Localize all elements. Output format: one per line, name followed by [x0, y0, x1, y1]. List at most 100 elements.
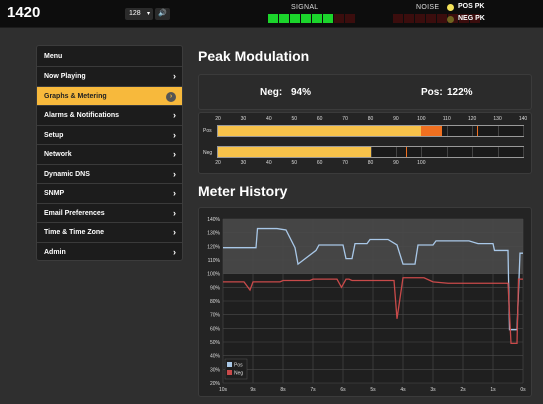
x-tick-label: 3s [430, 387, 436, 393]
menu-item-dynamic-dns[interactable]: Dynamic DNS › [37, 165, 182, 184]
x-tick-label: 1s [490, 387, 496, 393]
scale-tick-label: 90 [393, 116, 399, 122]
y-tick-label: 130% [207, 231, 220, 237]
scale-tick-label: 30 [240, 160, 247, 166]
x-tick-label: 5s [370, 387, 376, 393]
menu-item-label: Setup [44, 131, 64, 139]
meter-segment [437, 14, 447, 23]
menu-item-setup[interactable]: Setup › [37, 126, 182, 145]
menu-item-time-time-zone[interactable]: Time & Time Zone › [37, 223, 182, 243]
bar-fill [218, 147, 371, 157]
menu-item-network[interactable]: Network › [37, 145, 182, 165]
scale-tick-label: 80 [367, 160, 374, 166]
pos-peak-dot-icon [447, 4, 454, 11]
scale-tick-label: 30 [240, 116, 247, 122]
menu-item-label: SNMP [44, 190, 65, 197]
y-tick-label: 120% [207, 244, 220, 250]
y-tick-label: 30% [210, 367, 221, 373]
pos-label: Pos: [421, 87, 443, 98]
menu-item-label: Graphs & Metering [44, 92, 107, 100]
y-tick-label: 40% [210, 354, 221, 360]
bar-gridline [497, 147, 499, 157]
menu-item-label: Admin [44, 248, 66, 256]
menu-item-alarms-notifications[interactable]: Alarms & Notifications › [37, 106, 182, 126]
x-tick-label: 6s [340, 387, 346, 393]
menu-item-label: Time & Time Zone [44, 229, 105, 236]
bar-gridline [395, 147, 397, 157]
legend-label-pos: Pos [234, 363, 243, 369]
menu-item-graphs-metering[interactable]: Graphs & Metering › [37, 86, 182, 106]
menu-item-label: Network [44, 151, 72, 158]
neg-bar-label: Neg [203, 150, 213, 156]
scale-tick-label: 50 [291, 116, 298, 122]
side-menu: Menu Now Playing › Graphs & Metering › Alarm… [36, 45, 183, 261]
meter-segment [404, 14, 414, 23]
meter-segment [301, 14, 311, 23]
chevron-right-icon: › [173, 149, 176, 159]
bar-overmodulation [421, 126, 442, 136]
neg-value: 94% [291, 87, 312, 98]
y-tick-label: 20% [210, 381, 221, 387]
scale-tick-label: 120 [467, 116, 477, 122]
menu-item-label: Now Playing [44, 73, 86, 80]
scale-tick-label: 100 [417, 160, 426, 166]
scale-tick-label: 70 [342, 116, 348, 122]
menu-item-email-preferences[interactable]: Email Preferences › [37, 204, 182, 223]
meter-segment [426, 14, 436, 23]
speaker-icon: 🔊 [158, 10, 167, 17]
menu-item-label: Email Preferences [44, 209, 105, 217]
pos-value: 122% [447, 87, 473, 98]
scale-tick-label: 100 [417, 116, 426, 122]
meter-segment [345, 14, 355, 23]
legend-label-neg: Neg [234, 371, 243, 377]
bar-gridline [472, 126, 474, 136]
y-tick-label: 110% [208, 258, 221, 264]
volume-button[interactable]: 🔊 [155, 8, 170, 20]
chevron-right-icon: › [173, 188, 176, 198]
chevron-right-icon: › [166, 91, 176, 102]
scale-tick-label: 20 [215, 160, 221, 166]
y-tick-label: 70% [210, 313, 221, 319]
peak-modulation-title: Peak Modulation [198, 48, 310, 64]
y-tick-label: 140% [207, 217, 220, 223]
bar-fill [218, 126, 422, 136]
y-tick-label: 60% [210, 326, 221, 332]
scale-tick-label: 60 [316, 160, 323, 166]
menu-item-snmp[interactable]: SNMP › [37, 184, 182, 204]
chevron-right-icon: › [173, 168, 176, 179]
series-pos-line [223, 227, 523, 331]
scale-tick-label: 40 [266, 116, 272, 122]
bar-gridline [370, 147, 372, 157]
pos-bar-label: Pos [203, 128, 212, 134]
y-tick-label: 80% [210, 299, 221, 305]
bar-gridline [421, 147, 423, 157]
scale-tick-label: 70 [342, 160, 348, 166]
scale-tick-label: 60 [316, 116, 323, 122]
bar-gridline [497, 126, 499, 136]
bar-gridline [446, 126, 448, 136]
meter-history-title: Meter History [198, 183, 288, 199]
scale-tick-label: 90 [393, 160, 399, 166]
series-neg-line [223, 277, 523, 345]
y-tick-label: 90% [210, 285, 221, 291]
meter-segment [323, 14, 333, 23]
scale-tick-label: 40 [266, 160, 272, 166]
x-tick-label: 8s [280, 387, 286, 393]
x-tick-label: 10s [219, 387, 228, 393]
pos-peak-bar [217, 125, 524, 137]
x-tick-label: 2s [460, 387, 466, 393]
channel-select[interactable]: 128 ▾ [125, 8, 153, 20]
scale-tick-label: 20 [215, 116, 221, 122]
scale-tick-label: 80 [367, 116, 374, 122]
peak-bars-panel: Pos Neg 20 30 40 50 60 70 80 90 100 110 120 130 140 2… [198, 112, 532, 174]
legend-swatch-neg [227, 370, 232, 375]
scale-tick-label: 140 [518, 116, 528, 122]
scale-tick-label: 110 [442, 116, 451, 122]
menu-item-admin[interactable]: Admin › [37, 243, 182, 261]
menu-item-now-playing[interactable]: Now Playing › [37, 67, 182, 87]
top-bar: 1420 128 ▾ 🔊 SIGNAL NOISE POS PK NEG PK [0, 0, 543, 28]
y-tick-label: 100% [207, 272, 220, 278]
pos-peak-legend: POS PK [458, 3, 485, 10]
meter-segment [393, 14, 403, 23]
bar-peak-marker [406, 147, 408, 157]
